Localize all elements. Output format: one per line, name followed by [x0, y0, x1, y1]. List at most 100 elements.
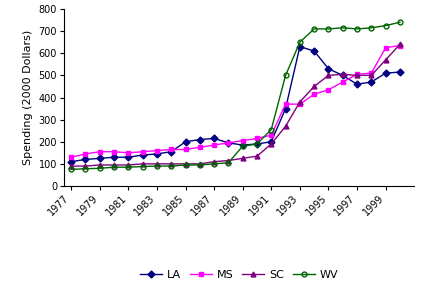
WV: [111, 165, 116, 169]
MS: [268, 133, 273, 137]
MS: [368, 71, 373, 75]
WV: [239, 144, 245, 148]
LA: [239, 143, 245, 147]
LA: [197, 138, 202, 141]
MS: [340, 80, 345, 84]
WV: [168, 164, 173, 168]
LA: [397, 70, 402, 74]
WV: [382, 24, 387, 27]
WV: [211, 162, 216, 166]
SC: [340, 73, 345, 76]
SC: [182, 162, 187, 166]
WV: [254, 142, 259, 146]
SC: [382, 58, 387, 62]
SC: [140, 162, 145, 166]
SC: [254, 154, 259, 158]
MS: [126, 151, 131, 154]
MS: [325, 88, 330, 92]
MS: [211, 143, 216, 147]
SC: [397, 43, 402, 46]
WV: [83, 167, 88, 170]
LA: [225, 141, 230, 145]
SC: [325, 74, 330, 77]
LA: [111, 155, 116, 159]
WV: [268, 128, 273, 131]
LA: [296, 45, 302, 48]
LA: [97, 157, 102, 160]
Y-axis label: Spending (2000 Dollars): Spending (2000 Dollars): [23, 30, 33, 165]
SC: [368, 74, 373, 77]
WV: [311, 27, 316, 31]
SC: [311, 85, 316, 88]
MS: [282, 102, 288, 106]
Legend: LA, MS, SC, WV: LA, MS, SC, WV: [135, 266, 342, 285]
SC: [282, 124, 288, 128]
WV: [282, 74, 288, 77]
WV: [197, 163, 202, 167]
WV: [154, 164, 159, 168]
Line: SC: SC: [69, 42, 401, 169]
LA: [140, 153, 145, 157]
MS: [83, 152, 88, 156]
MS: [97, 150, 102, 154]
Line: MS: MS: [69, 43, 401, 160]
WV: [354, 27, 359, 31]
SC: [168, 162, 173, 166]
WV: [397, 20, 402, 24]
Line: LA: LA: [69, 44, 401, 164]
MS: [182, 148, 187, 151]
SC: [239, 157, 245, 160]
WV: [368, 26, 373, 30]
MS: [296, 102, 302, 106]
MS: [311, 92, 316, 96]
LA: [168, 150, 173, 154]
MS: [225, 141, 230, 145]
WV: [182, 163, 187, 167]
MS: [354, 73, 359, 76]
LA: [368, 80, 373, 84]
WV: [126, 165, 131, 169]
SC: [126, 163, 131, 167]
WV: [97, 167, 102, 170]
SC: [111, 163, 116, 167]
MS: [140, 150, 145, 154]
SC: [197, 162, 202, 166]
LA: [182, 140, 187, 143]
SC: [296, 100, 302, 104]
LA: [211, 136, 216, 140]
MS: [254, 136, 259, 140]
SC: [354, 74, 359, 77]
LA: [154, 152, 159, 156]
WV: [69, 168, 74, 171]
LA: [83, 158, 88, 161]
SC: [211, 160, 216, 164]
WV: [296, 40, 302, 44]
Line: WV: WV: [69, 20, 401, 172]
LA: [311, 49, 316, 53]
LA: [340, 74, 345, 77]
SC: [225, 159, 230, 162]
MS: [239, 139, 245, 142]
SC: [69, 164, 74, 168]
MS: [397, 44, 402, 47]
MS: [154, 149, 159, 152]
MS: [111, 150, 116, 154]
MS: [69, 155, 74, 159]
WV: [340, 26, 345, 30]
LA: [268, 140, 273, 143]
LA: [382, 71, 387, 75]
LA: [325, 67, 330, 70]
LA: [126, 155, 131, 159]
SC: [154, 162, 159, 166]
LA: [254, 142, 259, 146]
LA: [69, 160, 74, 164]
MS: [168, 148, 173, 151]
SC: [268, 142, 273, 146]
MS: [197, 146, 202, 149]
WV: [325, 27, 330, 31]
LA: [282, 107, 288, 110]
MS: [382, 46, 387, 50]
LA: [354, 82, 359, 86]
SC: [97, 163, 102, 167]
WV: [140, 165, 145, 168]
